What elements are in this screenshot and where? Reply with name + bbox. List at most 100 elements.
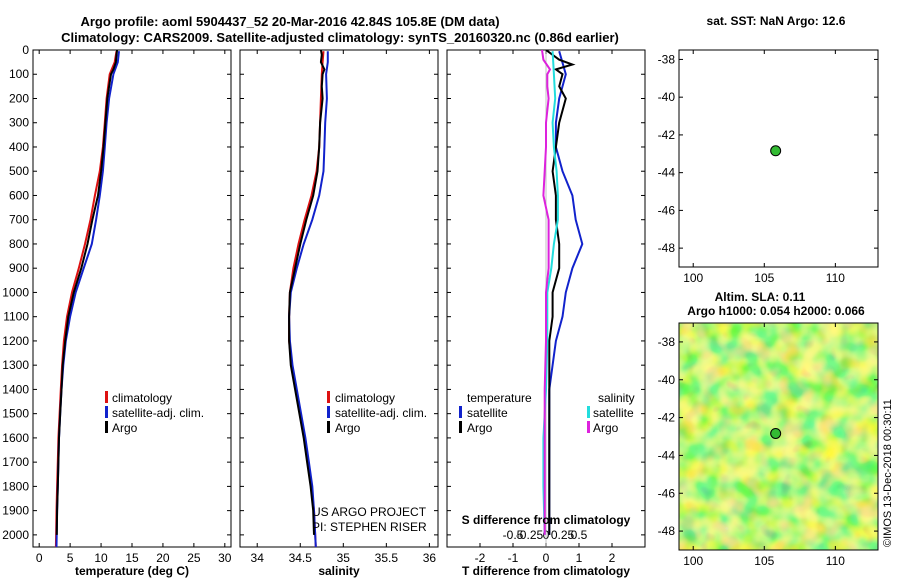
map-x-tick-label: 110 [826,271,845,285]
map-y-tick-label: -48 [658,241,676,255]
x-tick-label: -2 [475,551,486,565]
x-tick-label: -1 [508,551,519,565]
legend-s-satellite-swatch [587,406,590,418]
map-y-tick-label: -46 [658,486,676,500]
legend-argo-label: Argo [112,421,138,435]
profile-line-argo [55,50,119,535]
difference-legend: temperature satellite Argo salinity sate… [459,391,635,435]
depth-tick-label: 1500 [2,407,29,421]
sla-map-title-2: Argo h1000: 0.054 h2000: 0.066 [687,304,865,318]
x-tick-label: 15 [125,551,139,565]
map-y-tick-label: -38 [658,335,676,349]
x-tick-label: 1 [576,551,583,565]
map-x-tick-label: 100 [683,554,703,568]
depth-tick-label: 100 [9,67,29,81]
legend-s-argo-swatch [587,421,590,433]
watermark: ©IMOS 13-Dec-2018 00:30:11 [882,399,894,547]
sst-map-title: sat. SST: NaN Argo: 12.6 [707,14,846,28]
title-line-2: Climatology: CARS2009. Satellite-adjuste… [61,30,619,45]
s-difference-xlabel: S difference from climatology [462,513,631,527]
profile-line-climatology [288,51,325,547]
difference-profiles [541,50,584,547]
temperature-legend: climatology satellite-adj. clim. Argo [105,391,204,435]
inner-depth-ticks [240,49,645,536]
depth-tick-label: 1100 [3,310,29,324]
depth-tick-label: 600 [9,188,29,202]
depth-tick-label: 200 [9,91,29,105]
map-y-tick-label: -46 [658,203,676,217]
x-tick-label: 34.5 [289,551,313,565]
depth-tick-label: 2000 [2,528,29,542]
depth-tick-label: 800 [9,237,29,251]
map-x-tick-label: 105 [754,554,774,568]
legend-temperature-title: temperature [467,391,532,405]
depth-tick-label: 1000 [2,285,29,299]
map-x-tick-label: 110 [826,554,845,568]
depth-tick-label: 1400 [2,382,29,396]
salinity-legend: climatology satellite-adj. clim. Argo US… [312,391,427,534]
x-tick-label: 35.5 [375,551,399,565]
sst-map [678,49,879,268]
legend-t-satellite-swatch [459,406,462,418]
map-x-tick-label: 105 [754,271,774,285]
map-y-tick-label: -42 [658,128,676,142]
profile-line-s-argo [541,50,552,535]
s-tick-label: -0.5 [503,528,524,542]
temperature-x-axis: 0 5 10 15 20 25 30 [36,50,232,565]
legend-climatology-swatch [327,391,330,403]
legend-argo-label: Argo [335,421,361,435]
depth-tick-label: 900 [9,261,29,275]
depth-tick-label: 1200 [2,334,29,348]
map-y-tick-label: -40 [658,373,676,387]
depth-tick-label: 300 [9,116,29,130]
depth-tick-label: 1900 [2,504,29,518]
sla-map-axes: 100 105 110 -38 -40 -42 -44 -46 -48 [658,323,878,568]
depth-axis: 0 100 200 300 400 500 600 700 800 900 1000 1100 1200… [2,43,231,542]
map-y-tick-label: -40 [658,90,676,104]
x-tick-label: 5 [67,551,74,565]
x-tick-label: 0 [36,551,43,565]
credit-pi: PI: STEPHEN RISER [312,520,427,534]
legend-argo-swatch [105,421,108,433]
profile-line-satellite-adj-clim- [288,51,329,547]
legend-argo-swatch [327,421,330,433]
sla-map-points [770,427,782,439]
legend-satellite-swatch [105,406,108,418]
s-tick-label: 0.5 [571,528,588,542]
x-tick-label: 2 [609,551,616,565]
x-tick-label: 35 [337,551,351,565]
legend-climatology-label: climatology [335,391,395,405]
salinity-panel [239,49,439,548]
s-tick-label: -0.25 [516,528,544,542]
x-tick-label: 25 [187,551,201,565]
profile-line-argo [288,50,326,535]
sst-map-points [770,145,782,157]
x-tick-label: 36 [423,551,437,565]
credit-project: US ARGO PROJECT [312,505,427,519]
depth-tick-label: 700 [9,213,29,227]
map-x-tick-label: 100 [683,271,703,285]
legend-t-argo-label: Argo [467,421,493,435]
depth-tick-label: 0 [22,43,29,57]
profile-line-t-satellite [548,50,584,535]
sla-map-title-1: Altim. SLA: 0.11 [715,290,806,304]
legend-satellite-label: satellite-adj. clim. [112,406,204,420]
sst-map-axes: 100 105 110 -38 -40 -42 -44 -46 -48 [658,50,878,285]
map-y-tick-label: -44 [658,166,676,180]
depth-tick-label: 400 [9,140,29,154]
depth-tick-label: 1300 [2,358,29,372]
legend-t-argo-swatch [459,421,462,433]
profile-line-climatology [54,51,118,547]
profile-line-satellite-adj-clim- [55,51,120,547]
legend-climatology-label: climatology [112,391,172,405]
depth-tick-label: 1800 [2,479,29,493]
temperature-profiles [54,50,120,547]
legend-salinity-title: salinity [598,391,635,405]
map-y-tick-label: -48 [658,524,676,538]
salinity-x-axis: 34 34.5 35 35.5 36 [251,50,437,565]
map-y-tick-label: -44 [658,448,676,462]
legend-climatology-swatch [105,391,108,403]
legend-s-satellite-label: satellite [593,406,634,420]
legend-satellite-label: satellite-adj. clim. [335,406,427,420]
